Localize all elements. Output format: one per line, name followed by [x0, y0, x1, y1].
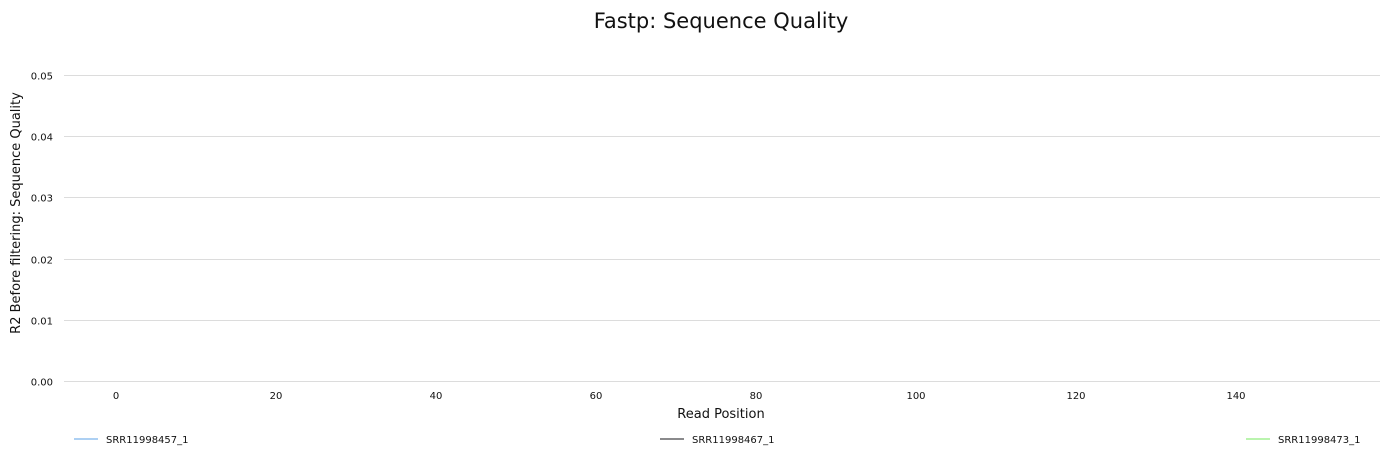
- x-axis-ticks: 0 20 40 60 80 100 120 140: [113, 391, 1246, 402]
- y-tick-label: 0.03: [31, 194, 53, 205]
- y-axis-ticks: 0.00 0.01 0.02 0.03 0.04 0.05: [31, 72, 53, 389]
- x-tick-label: 80: [750, 391, 763, 402]
- y-tick-label: 0.02: [31, 256, 53, 267]
- legend-item[interactable]: SRR11998467_1: [660, 435, 775, 446]
- x-tick-label: 40: [430, 391, 443, 402]
- y-tick-label: 0.05: [31, 72, 53, 83]
- x-tick-label: 120: [1066, 391, 1085, 402]
- y-tick-label: 0.00: [31, 378, 53, 389]
- chart-title: Fastp: Sequence Quality: [594, 9, 849, 33]
- y-axis-label: R2 Before filtering: Sequence Quality: [9, 92, 24, 334]
- x-tick-label: 0: [113, 391, 119, 402]
- legend-label: SRR11998457_1: [106, 435, 189, 446]
- y-tick-label: 0.04: [31, 133, 53, 144]
- x-axis-label: Read Position: [677, 407, 764, 422]
- legend[interactable]: SRR11998457_1 SRR11998467_1 SRR11998473_1: [74, 435, 1361, 446]
- x-tick-label: 100: [906, 391, 925, 402]
- legend-item[interactable]: SRR11998473_1: [1246, 435, 1361, 446]
- legend-label: SRR11998473_1: [1278, 435, 1361, 446]
- x-tick-label: 140: [1226, 391, 1245, 402]
- x-tick-label: 20: [270, 391, 283, 402]
- legend-label: SRR11998467_1: [692, 435, 775, 446]
- x-tick-label: 60: [590, 391, 603, 402]
- gridlines: [64, 75, 1380, 382]
- legend-item[interactable]: SRR11998457_1: [74, 435, 189, 446]
- y-tick-label: 0.01: [31, 317, 53, 328]
